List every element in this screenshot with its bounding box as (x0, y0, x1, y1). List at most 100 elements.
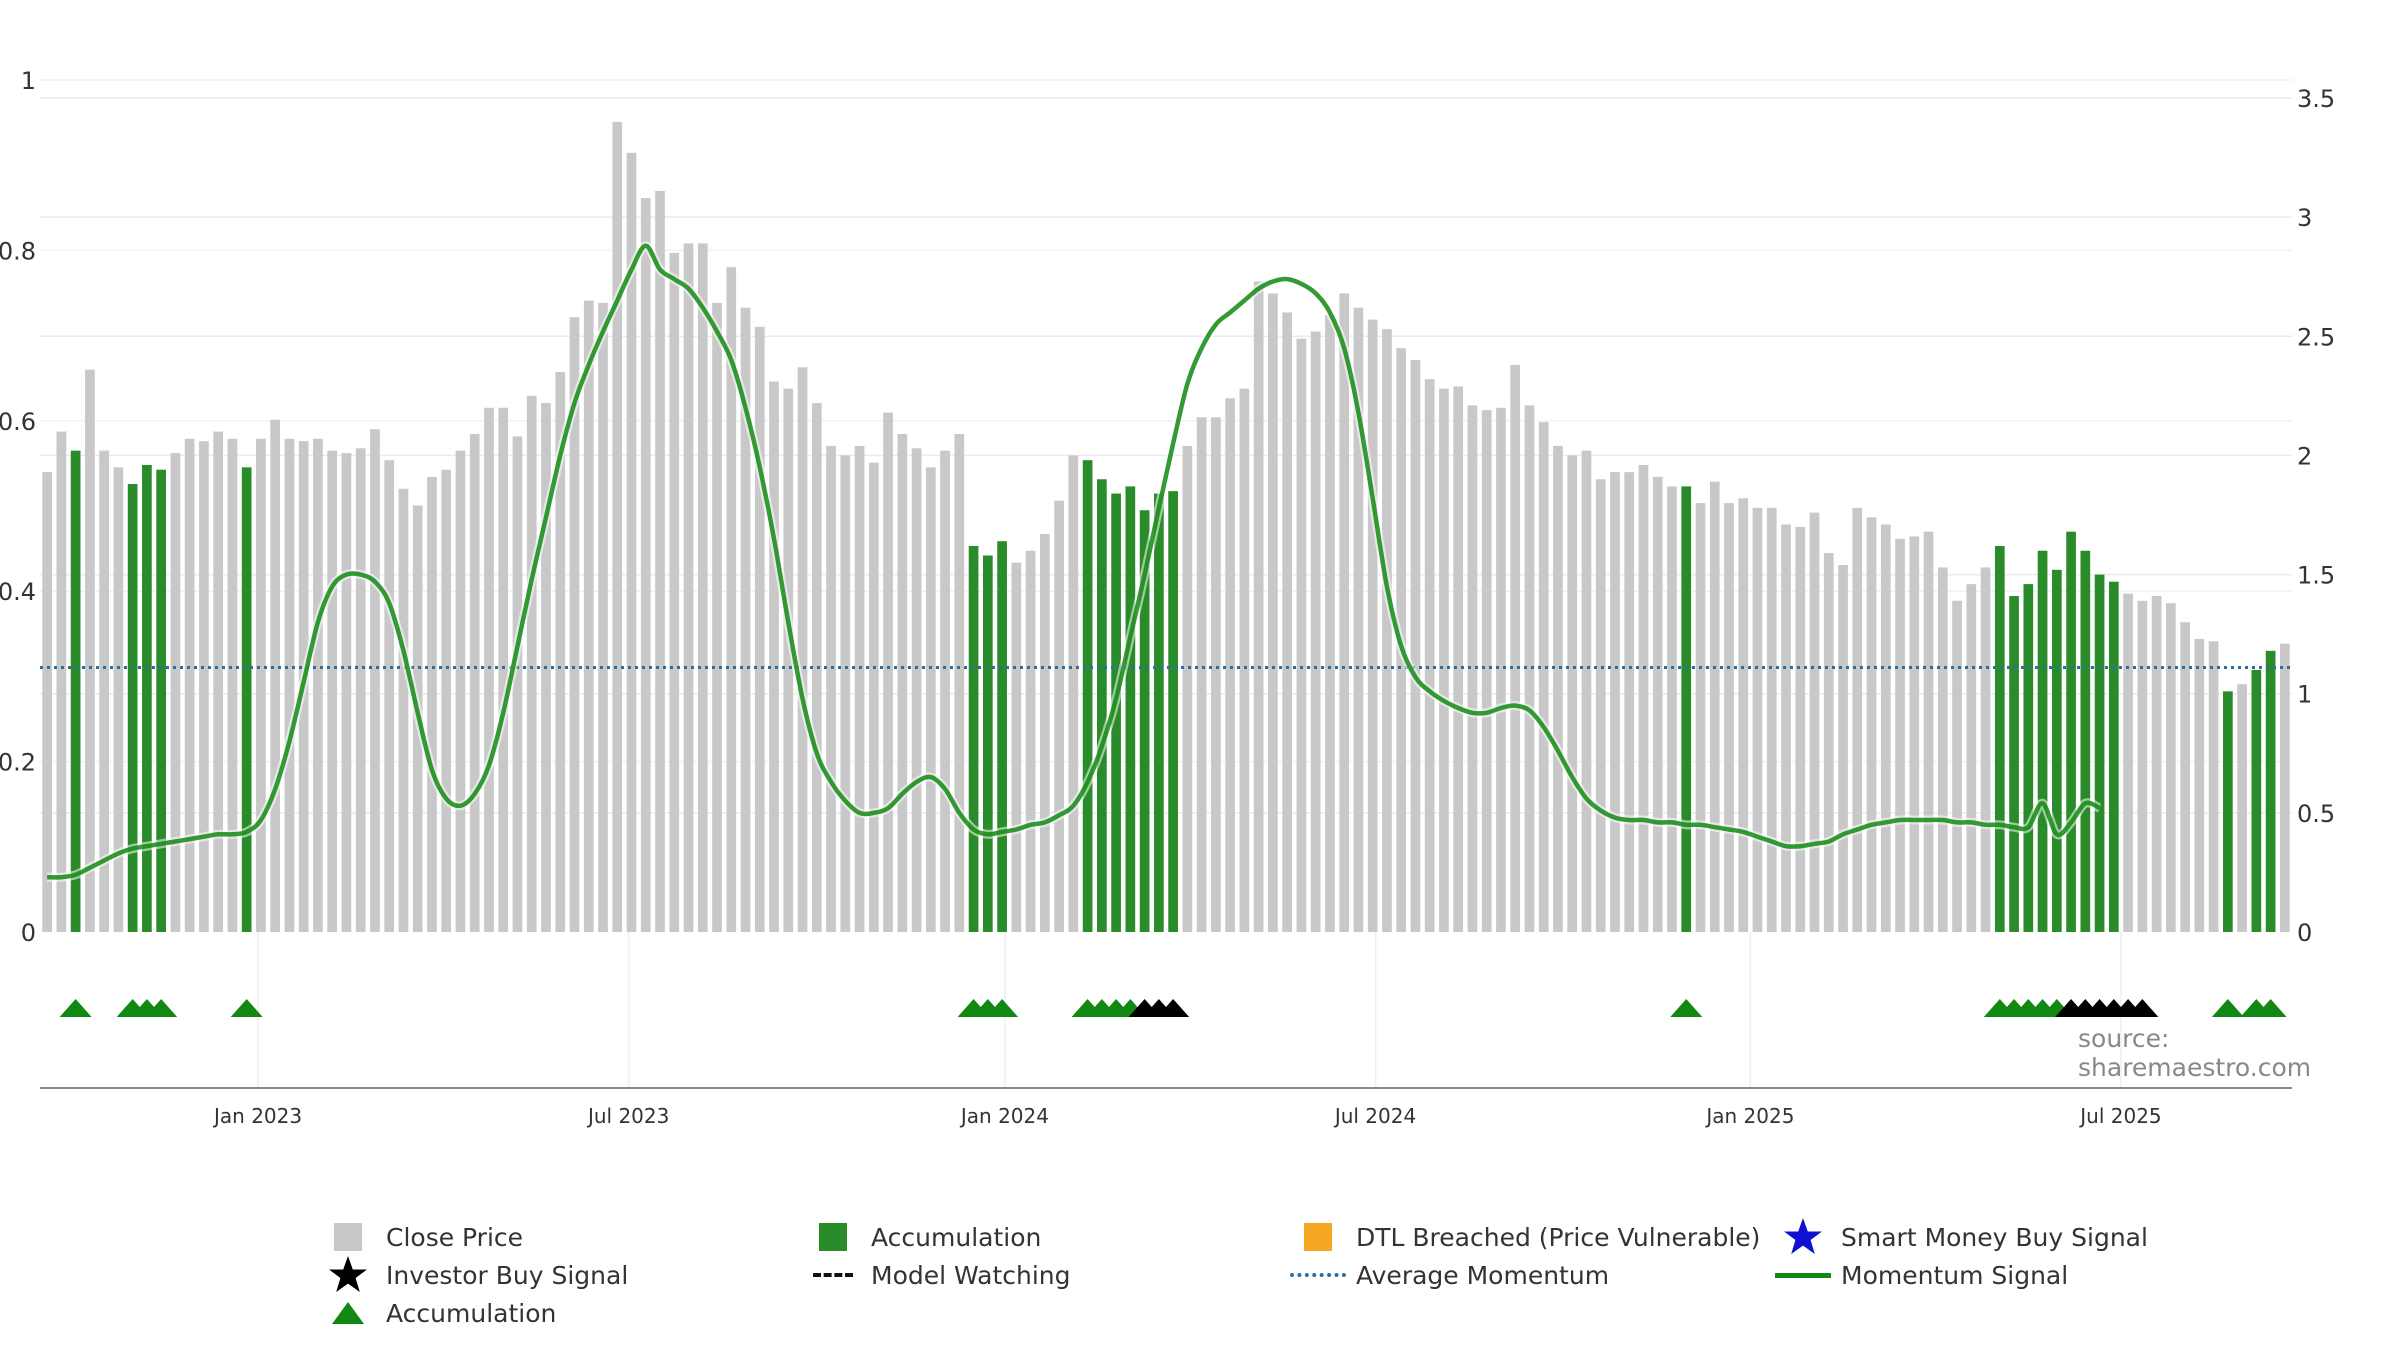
close-price-bar (854, 445, 865, 932)
close-price-bar (797, 367, 808, 933)
dtl-breached-swatch (1304, 1223, 1332, 1251)
close-price-bar (99, 450, 109, 932)
right-y-tick-label: 1 (2297, 681, 2312, 709)
close-price-bar (199, 441, 209, 932)
accumulation-bar (997, 541, 1007, 932)
close-price-bar (669, 252, 680, 932)
close-price-bar (398, 488, 409, 932)
close-price-bar (1353, 307, 1364, 933)
accumulation-bar (1168, 491, 1178, 932)
close-price-bar (1524, 405, 1535, 933)
x-tick-label: Jan 2023 (212, 1104, 302, 1128)
accumulation-bar (1681, 486, 1692, 932)
close-price-bar (925, 467, 936, 932)
accumulation-triangle (986, 999, 1019, 1017)
close-price-bar (327, 450, 338, 932)
accumulation-bar (156, 469, 166, 932)
close-price-bar (1068, 455, 1079, 932)
close-price-bar (526, 395, 537, 932)
source-label: source: sharemaestro.com (2078, 1024, 2312, 1082)
close-price-bar (455, 450, 466, 932)
close-price-bar (1040, 534, 1050, 932)
accumulation-bar (2023, 584, 2034, 932)
close-price-bar (1553, 445, 1563, 932)
close-price-bar (1838, 565, 1848, 932)
close-price-bar (2151, 596, 2162, 932)
close-price-bar (583, 300, 594, 932)
close-price-bar (2237, 684, 2247, 932)
close-price-bar (384, 460, 395, 932)
close-price-bar (227, 438, 238, 932)
close-price-bar (640, 198, 651, 932)
close-price-bar (2280, 643, 2290, 932)
close-price-bar (1909, 536, 1920, 932)
accumulation-triangle (2211, 999, 2244, 1017)
close-price-bar (256, 438, 266, 932)
close-price-bar (726, 267, 737, 932)
close-price-bar (313, 438, 323, 932)
close-price-bar (911, 448, 922, 932)
close-price-bar (1895, 538, 1905, 932)
close-price-bar (355, 448, 366, 932)
close-price-bar (2194, 638, 2205, 932)
close-price-bar (811, 403, 822, 932)
accumulation-triangle (1670, 999, 1703, 1017)
accumulation-bar (2108, 581, 2119, 932)
x-tick-label: Jul 2025 (2078, 1104, 2161, 1128)
legend-label: Close Price (386, 1222, 524, 1252)
legend-label: Accumulation (386, 1298, 557, 1328)
close-price-bar (1325, 314, 1335, 933)
close-price-bar (512, 436, 523, 932)
close-price-bar (170, 453, 181, 932)
legend-label: Momentum Signal (1841, 1260, 2069, 1290)
x-tick-label: Jul 2024 (1333, 1104, 1416, 1128)
close-price-bar (1695, 503, 1706, 932)
close-price-bar (1966, 584, 1977, 932)
right-y-tick-label: 3 (2297, 204, 2312, 232)
close-price-bar (270, 419, 281, 933)
close-price-bar (1667, 486, 1677, 932)
right-y-tick-label: 2 (2297, 442, 2312, 470)
accumulation-swatch (819, 1223, 847, 1251)
close-price-bar (1268, 293, 1278, 932)
investor-buy-triangle (1157, 999, 1190, 1017)
legend-label: Smart Money Buy Signal (1841, 1222, 2148, 1252)
close-price-bar (1638, 464, 1649, 932)
close-price-bar (612, 121, 623, 933)
close-price-bar (1196, 417, 1207, 932)
close-price-bar (1709, 481, 1720, 932)
close-price-bar (1980, 567, 1991, 932)
close-price-bar (1296, 338, 1307, 932)
close-price-bar (1923, 531, 1934, 932)
accumulation-bar (2223, 691, 2233, 932)
close-price-bar (2208, 641, 2219, 932)
x-tick-label: Jul 2023 (586, 1104, 669, 1128)
close-price-bar (1382, 329, 1392, 932)
right-y-tick-label: 0.5 (2297, 800, 2335, 828)
close-price-bar (2123, 593, 2133, 932)
close-price-bars (42, 121, 2290, 933)
blue-star-icon (1784, 1218, 1822, 1254)
close-price-bar (1510, 364, 1521, 932)
close-price-bar (1467, 405, 1478, 933)
legend-label: Average Momentum (1356, 1260, 1610, 1290)
legend-item-smart-money: Smart Money Buy Signal (1775, 1218, 2148, 1256)
close-price-bar (469, 433, 480, 932)
legend-item-close-price: Close Price (320, 1218, 523, 1256)
legend-item-dtl-breached: DTL Breached (Price Vulnerable) (1290, 1218, 1760, 1256)
close-price-bar (569, 317, 580, 932)
close-price-bar (1610, 472, 1620, 932)
close-price-bar (1952, 600, 1962, 932)
accumulation-bar (968, 545, 979, 932)
close-price-bar (1481, 410, 1492, 932)
x-tick-label: Jan 2025 (1704, 1104, 1794, 1128)
close-price-bar (1652, 476, 1663, 932)
legend-label: Investor Buy Signal (386, 1260, 629, 1290)
close-price-bar (42, 472, 52, 932)
right-y-tick-label: 0 (2297, 919, 2312, 947)
accumulation-bar (2251, 669, 2262, 932)
close-price-bar (1211, 417, 1221, 932)
close-price-bar (1581, 450, 1592, 932)
close-price-bar (113, 467, 124, 932)
